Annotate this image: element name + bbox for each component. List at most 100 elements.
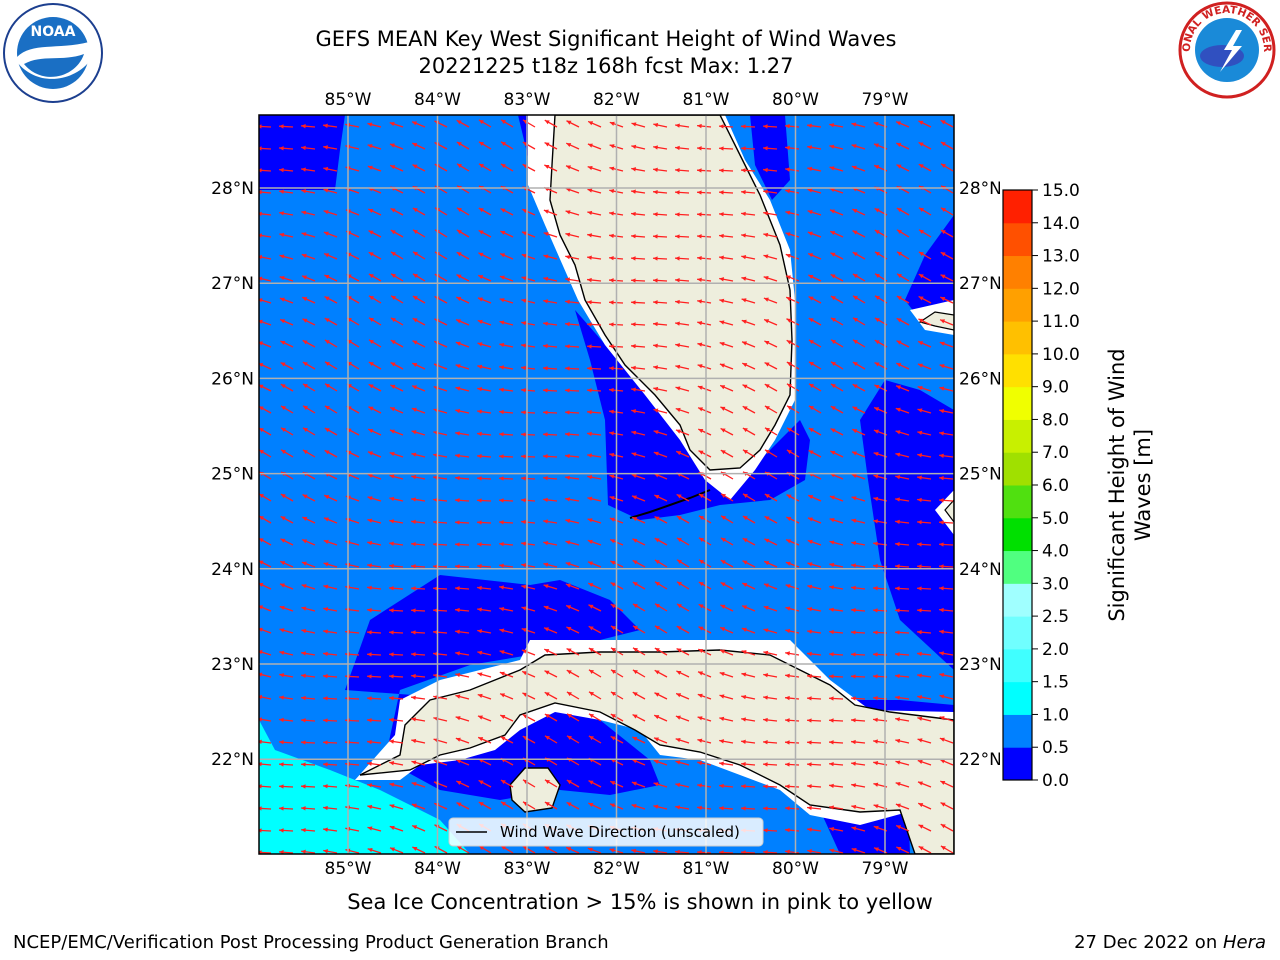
wave-direction-arrow: [742, 449, 756, 458]
wave-direction-arrow: [697, 385, 712, 392]
wave-direction-arrow: [476, 454, 492, 459]
wave-direction-arrow: [785, 849, 800, 854]
wave-direction-arrow: [828, 761, 844, 767]
wave-direction-arrow: [390, 317, 404, 326]
wave-direction-arrow: [719, 649, 734, 656]
wave-direction-arrow: [895, 362, 910, 370]
wave-direction-arrow: [786, 339, 800, 348]
wave-direction-arrow: [499, 365, 514, 370]
wave-direction-arrow: [389, 761, 404, 766]
wave-direction-arrow: [368, 295, 382, 304]
wave-direction-arrow: [676, 625, 690, 634]
wave-direction-arrow: [368, 339, 382, 348]
wave-direction-arrow: [674, 278, 690, 283]
wave-direction-arrow: [543, 276, 558, 282]
wave-direction-arrow: [675, 429, 690, 436]
wave-direction-arrow: [542, 475, 558, 481]
wave-direction-arrow: [851, 165, 866, 172]
wave-direction-arrow: [741, 605, 756, 612]
wave-field-low-bahamas: [860, 380, 954, 670]
wave-direction-arrow: [259, 341, 272, 348]
wave-direction-arrow: [456, 119, 470, 128]
wave-direction-arrow: [631, 758, 646, 766]
wave-direction-arrow: [587, 188, 602, 194]
wave-direction-arrow: [895, 385, 910, 392]
wave-direction-arrow: [280, 383, 294, 392]
wave-direction-arrow: [322, 718, 338, 723]
wave-direction-arrow: [807, 629, 822, 634]
wave-direction-arrow: [323, 805, 338, 811]
wave-direction-arrow: [675, 849, 690, 854]
wave-direction-arrow: [586, 410, 602, 415]
wave-direction-arrow: [830, 427, 844, 436]
colorbar-tick-label: 14.0: [1042, 214, 1080, 234]
wave-direction-arrow: [477, 364, 492, 370]
wave-direction-arrow: [411, 385, 426, 392]
wave-direction-arrow: [850, 696, 866, 701]
wave-direction-arrow: [367, 563, 382, 568]
wave-direction-arrow: [918, 163, 932, 172]
wave-direction-arrow: [741, 276, 756, 282]
wave-direction-arrow: [829, 187, 844, 194]
wave-direction-arrow: [918, 120, 932, 128]
lon-tick-label-bottom: 80°W: [772, 859, 819, 879]
wave-direction-arrow: [324, 361, 338, 370]
wave-direction-arrow: [653, 782, 668, 788]
wave-direction-arrow: [719, 363, 734, 370]
wave-direction-arrow: [279, 211, 294, 216]
wave-direction-arrow: [895, 430, 910, 436]
wave-direction-arrow: [674, 256, 690, 261]
wave-direction-arrow: [278, 784, 294, 789]
noaa-logo: NOAA: [3, 3, 103, 103]
wave-direction-arrow: [500, 119, 514, 128]
wave-direction-arrow: [454, 542, 470, 547]
wave-direction-arrow: [719, 783, 734, 789]
wave-direction-arrow: [302, 339, 316, 348]
wave-direction-arrow: [720, 493, 734, 502]
wave-direction-arrow: [829, 209, 844, 216]
colorbar-bin: [1003, 648, 1032, 683]
legend-label: Wind Wave Direction (unscaled): [500, 823, 740, 841]
wave-direction-arrow: [412, 362, 426, 370]
wave-direction-arrow: [301, 210, 316, 216]
wave-direction-arrow: [652, 212, 668, 217]
wave-direction-arrow: [521, 321, 536, 326]
wave-direction-arrow: [388, 696, 404, 701]
wave-direction-arrow: [829, 144, 844, 150]
wave-direction-arrow: [917, 497, 932, 503]
colorbar-tick-label: 15.0: [1042, 181, 1080, 201]
wave-direction-arrow: [390, 339, 404, 348]
wave-direction-arrow: [367, 144, 382, 150]
land-cuba: [359, 649, 954, 854]
wave-direction-arrow: [830, 273, 844, 282]
wave-direction-arrow: [588, 780, 602, 788]
gridlines: [259, 115, 954, 854]
wave-direction-arrow: [698, 428, 712, 436]
lon-tick-label-top: 84°W: [414, 90, 461, 110]
wave-direction-arrow: [390, 295, 404, 304]
wave-direction-arrow: [696, 255, 712, 261]
wave-direction-arrow: [785, 275, 800, 282]
wave-direction-arrow: [784, 806, 800, 811]
land-grand-bahama: [918, 311, 954, 331]
wave-direction-arrow: [917, 363, 932, 370]
wave-direction-arrow: [829, 166, 844, 172]
wave-direction-arrow: [829, 230, 844, 238]
wave-direction-arrow: [521, 365, 536, 371]
wave-direction-arrow: [742, 582, 756, 590]
wave-direction-arrow: [259, 582, 272, 590]
wave-direction-arrow: [322, 784, 338, 789]
wave-direction-arrow: [432, 564, 448, 569]
wave-direction-arrow: [499, 606, 514, 612]
wave-direction-arrow: [389, 496, 404, 502]
wave-direction-arrow: [302, 318, 316, 326]
wave-direction-arrow: [499, 563, 514, 568]
wave-direction-arrow: [543, 648, 558, 656]
wave-direction-arrow: [477, 387, 492, 392]
colorbar-tick-label: 11.0: [1042, 312, 1080, 332]
wave-direction-arrow: [565, 210, 580, 216]
wave-direction-arrow: [653, 365, 668, 370]
lat-tick-label-left: 23°N: [211, 655, 254, 675]
wave-direction-arrow: [632, 691, 646, 700]
wave-direction-arrow: [410, 586, 426, 591]
